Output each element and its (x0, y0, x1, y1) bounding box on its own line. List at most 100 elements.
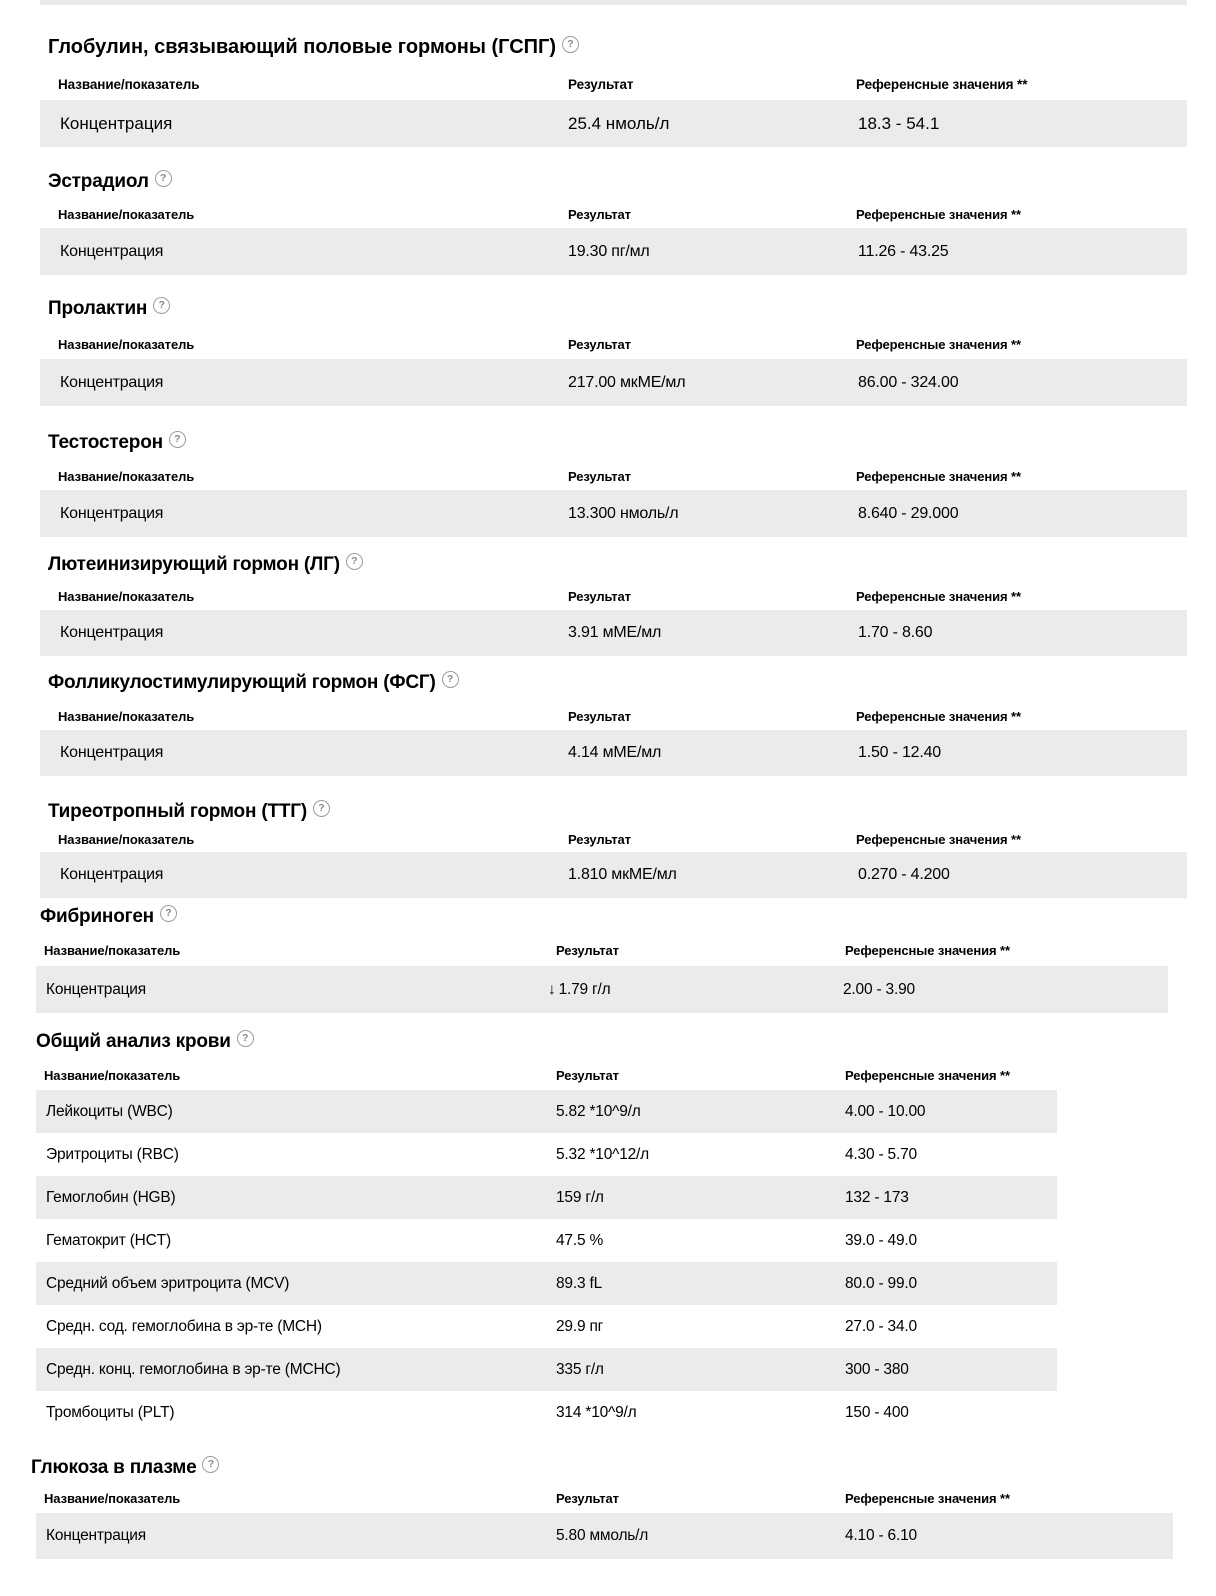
section-title-text: Фолликулостимулирующий гормон (ФСГ) (48, 672, 436, 693)
cell-reference: 150 - 400 (845, 1403, 909, 1421)
table-row: Лейкоциты (WBC) 5.82 *10^9/л 4.00 - 10.0… (36, 1090, 1057, 1133)
cell-result: 5.80 ммоль/л (556, 1527, 649, 1544)
section-title-text: Общий анализ крови (36, 1031, 231, 1052)
cell-result: 89.3 fL (556, 1274, 603, 1292)
column-header-name: Название/показатель (58, 469, 195, 484)
cell-name: Гематокрит (HCT) (46, 1231, 171, 1249)
cell-result: 159 г/л (556, 1188, 604, 1206)
cell-name: Концентрация (60, 744, 164, 761)
cell-name: Гемоглобин (HGB) (46, 1188, 176, 1206)
cell-name: Концентрация (60, 242, 164, 260)
cell-reference: 2.00 - 3.90 (843, 980, 915, 998)
help-icon[interactable]: ? (168, 431, 186, 448)
cell-reference: 80.0 - 99.0 (845, 1274, 917, 1292)
help-icon[interactable]: ? (441, 671, 459, 688)
table-row: Концентрация 19.30 пг/мл 11.26 - 43.25 (40, 228, 1187, 275)
column-header-result: Результат (568, 709, 631, 724)
column-header-name: Название/показатель (44, 1068, 181, 1083)
table-row: Концентрация 4.14 мМЕ/мл 1.50 - 12.40 (40, 730, 1187, 776)
column-header-reference: Референсные значения ** (856, 709, 1021, 724)
cell-result: 335 г/л (556, 1360, 604, 1378)
column-header-result: Результат (556, 1068, 619, 1083)
section-title-text: Глюкоза в плазме (31, 1457, 197, 1478)
table-header: Название/показатель Результат Референсны… (0, 337, 1216, 352)
table-header: Название/показатель Результат Референсны… (0, 1491, 1216, 1506)
column-header-result: Результат (568, 469, 631, 484)
cell-name: Средний объем эритроцита (MCV) (46, 1274, 290, 1292)
section-title-text: Эстрадиол (48, 171, 149, 192)
cell-name: Средн. сод. гемоглобина в эр-те (MCH) (46, 1317, 322, 1335)
cell-name: Концентрация (60, 866, 164, 883)
section-title: Эстрадиол? (48, 170, 172, 193)
cell-name: Концентрация (60, 373, 164, 391)
help-icon[interactable]: ? (153, 297, 171, 314)
column-header-result: Результат (568, 77, 634, 92)
table-row: Концентрация 25.4 нмоль/л 18.3 - 54.1 (40, 100, 1187, 147)
cell-reference: 4.10 - 6.10 (845, 1527, 917, 1544)
column-header-name: Название/показатель (58, 589, 195, 604)
column-header-result: Результат (568, 589, 631, 604)
table-header: Название/показатель Результат Референсны… (0, 207, 1216, 222)
table-row: Концентрация 217.00 мкМЕ/мл 86.00 - 324.… (40, 359, 1187, 406)
help-icon[interactable]: ? (312, 800, 330, 817)
cell-result: 5.32 *10^12/л (556, 1145, 650, 1163)
cell-result: 47.5 % (556, 1231, 604, 1249)
section-title: Глобулин, связывающий половые гормоны (Г… (48, 36, 580, 59)
help-icon[interactable]: ? (345, 553, 363, 570)
cell-reference: 0.270 - 4.200 (858, 866, 950, 883)
cell-name: Концентрация (46, 1527, 146, 1544)
column-header-result: Результат (556, 1491, 619, 1506)
table-header: Название/показатель Результат Референсны… (0, 832, 1216, 847)
table-row: Гемоглобин (HGB) 159 г/л 132 - 173 (36, 1176, 1057, 1219)
column-header-result: Результат (568, 337, 631, 352)
table-row: Концентрация 13.300 нмоль/л 8.640 - 29.0… (40, 490, 1187, 537)
table-row: Средний объем эритроцита (MCV) 89.3 fL 8… (36, 1262, 1057, 1305)
cell-result: 13.300 нмоль/л (568, 504, 679, 522)
cell-reference: 4.30 - 5.70 (845, 1145, 917, 1163)
help-icon[interactable]: ? (202, 1456, 220, 1473)
previous-row-fragment (40, 0, 1187, 5)
help-icon[interactable]: ? (236, 1030, 254, 1047)
column-header-reference: Референсные значения ** (845, 943, 1010, 958)
help-icon[interactable]: ? (154, 170, 172, 187)
cell-result: 4.14 мМЕ/мл (568, 744, 662, 761)
section-title-text: Тиреотропный гормон (ТТГ) (48, 801, 307, 822)
table-header: Название/показатель Результат Референсны… (0, 709, 1216, 724)
table-row: Концентрация ↓ 1.79 г/л 2.00 - 3.90 (36, 966, 1168, 1013)
table-row: Концентрация 3.91 мМЕ/мл 1.70 - 8.60 (40, 610, 1187, 656)
column-header-reference: Референсные значения ** (856, 77, 1028, 92)
column-header-name: Название/показатель (58, 207, 195, 222)
cell-name: Лейкоциты (WBC) (46, 1102, 173, 1120)
section-title-text: Глобулин, связывающий половые гормоны (Г… (48, 36, 557, 58)
cell-result: 5.82 *10^9/л (556, 1102, 641, 1120)
column-header-reference: Референсные значения ** (845, 1491, 1010, 1506)
cell-result: 29.9 пг (556, 1317, 604, 1335)
column-header-reference: Референсные значения ** (856, 832, 1021, 847)
table-row: Средн. конц. гемоглобина в эр-те (MCHC) … (36, 1348, 1057, 1391)
column-header-result: Результат (556, 943, 619, 958)
column-header-name: Название/показатель (58, 77, 200, 92)
cell-name: Концентрация (60, 504, 164, 522)
table-row: Гематокрит (HCT) 47.5 % 39.0 - 49.0 (36, 1219, 1057, 1262)
column-header-name: Название/показатель (44, 1491, 181, 1506)
cell-name: Тромбоциты (PLT) (46, 1403, 175, 1421)
cell-reference: 11.26 - 43.25 (858, 242, 949, 260)
help-icon[interactable]: ? (159, 905, 177, 922)
cell-reference: 1.70 - 8.60 (858, 624, 933, 641)
cell-name: Концентрация (60, 113, 173, 133)
cell-result: 1.810 мкМЕ/мл (568, 866, 677, 883)
table-row: Концентрация 1.810 мкМЕ/мл 0.270 - 4.200 (40, 852, 1187, 898)
cell-reference: 132 - 173 (845, 1188, 909, 1206)
column-header-reference: Референсные значения ** (856, 589, 1021, 604)
column-header-result: Результат (568, 207, 631, 222)
cell-result-value: 1.79 г/л (558, 980, 611, 998)
cell-reference: 8.640 - 29.000 (858, 504, 959, 522)
help-icon[interactable]: ? (562, 36, 580, 53)
column-header-reference: Референсные значения ** (856, 207, 1021, 222)
section-title: Тестостерон? (48, 431, 186, 454)
section-title: Пролактин? (48, 297, 171, 320)
cell-reference: 300 - 380 (845, 1360, 909, 1378)
column-header-reference: Референсные значения ** (845, 1068, 1010, 1083)
section-title-text: Фибриноген (40, 906, 154, 927)
